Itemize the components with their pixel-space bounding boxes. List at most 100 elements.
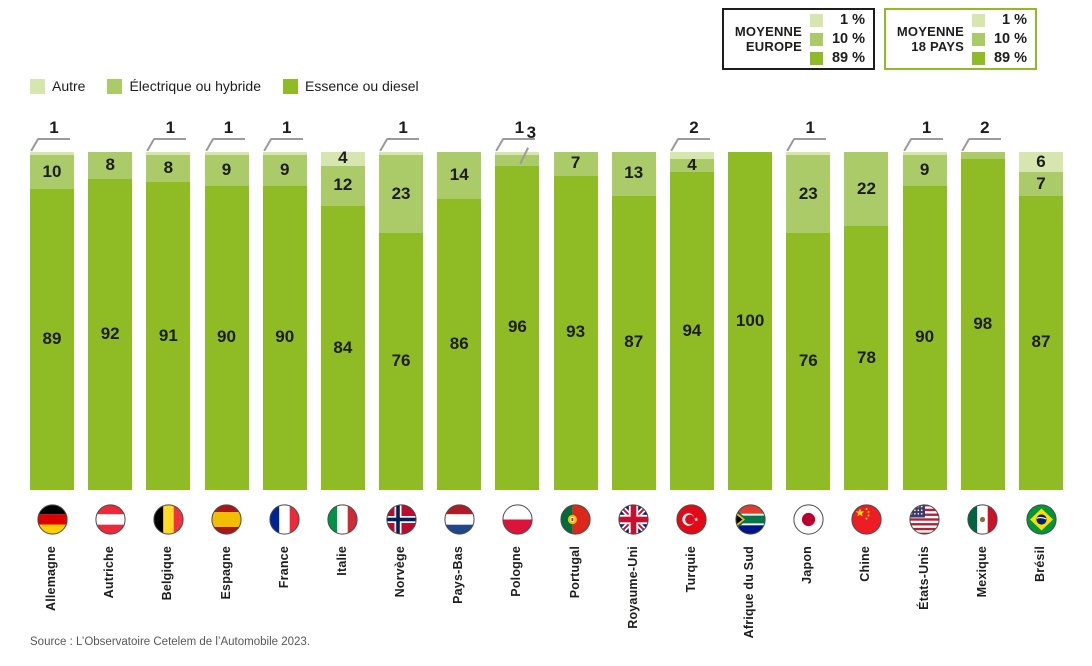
bars-area: 89 10 1 92 8 91 8 1 90 9 1 90 9 1 84 12 4 76 23 1 86 14 96 1 3 93… (30, 118, 1063, 490)
bar-value-label: 7 (1036, 173, 1046, 193)
bar-segment-autre (146, 152, 191, 156)
bar-segment-electrique (379, 155, 424, 234)
bar-bresil: 87 7 6 (1019, 152, 1063, 490)
bar-value-label: 90 (915, 327, 935, 347)
bar-segment-electrique (320, 165, 365, 207)
summary-box-title: MOYENNE 18 PAYS (896, 24, 964, 54)
bar-value-label: 86 (449, 334, 469, 354)
summary-row: 1 % (972, 12, 1027, 28)
summary-row: 89 % (810, 50, 865, 66)
bar-value-label: 8 (105, 155, 115, 175)
callout-line (503, 138, 536, 140)
summary-value: 89 % (993, 50, 1027, 66)
summary-value: 89 % (831, 50, 865, 66)
bar-segment-essence (437, 199, 482, 490)
bar-value-label: 89 (42, 329, 62, 349)
bar-segment-autre (902, 152, 947, 156)
bar-france: 90 9 1 (262, 118, 307, 490)
bar-value-label: 9 (279, 160, 290, 180)
bar-afrique-du-sud: 100 (728, 152, 773, 490)
bar-mexique: 98 2 (960, 118, 1005, 490)
bar-value-label: 87 (1031, 332, 1051, 352)
bar-segment-essence (146, 182, 191, 490)
bar-segment-essence (902, 185, 947, 490)
summary-value: 1 % (1002, 12, 1027, 28)
country-label: Royaume-Uni (625, 546, 640, 629)
callout-value-label: 1 (514, 118, 525, 137)
country-label: États-Unis (916, 546, 931, 610)
country-label: Pologne (509, 546, 524, 597)
bar-segment-essence (495, 165, 540, 490)
legend-swatch-icon (30, 78, 45, 94)
bar-autriche: 92 8 (88, 152, 133, 490)
bar-portugal: 93 7 (553, 152, 598, 490)
source-note: Source : L’Observatoire Cetelem de l’Aut… (30, 636, 310, 648)
bar-segment-essence (1019, 195, 1063, 490)
callout-line (677, 138, 710, 140)
bar-pologne: 96 1 3 (495, 118, 540, 490)
bar-segment-autre (1019, 152, 1063, 173)
country-label: Mexique (974, 546, 989, 598)
bar-etats-unis: 90 9 1 (902, 118, 947, 490)
bar-value-label: 100 (735, 310, 765, 330)
country-label: Italie (334, 546, 349, 576)
summary-box-rows: 1 % 10 % 89 % (810, 12, 865, 66)
flag-norvege-icon (385, 504, 417, 535)
callout-line (204, 138, 214, 152)
country-label: Allemagne (44, 546, 58, 612)
summary-row: 89 % (972, 50, 1027, 66)
callout-line (212, 138, 245, 140)
callout-line (794, 138, 827, 140)
flag-pays-bas-icon (444, 504, 475, 535)
callout-line (270, 138, 303, 140)
bar-segment-electrique (88, 152, 133, 180)
flag-royaume-uni-icon (618, 504, 649, 535)
callout-value-label: 1 (49, 118, 59, 137)
callout-line (30, 138, 39, 152)
bar-value-label: 10 (42, 161, 62, 181)
callout-value-label: 3 (526, 123, 537, 142)
bar-segment-essence (320, 206, 365, 490)
summary-swatch-icon (972, 32, 985, 46)
flag-chine-icon (851, 504, 882, 535)
callout-line (786, 138, 795, 152)
bar-value-label: 4 (687, 155, 697, 175)
bar-value-label: 98 (973, 313, 993, 333)
country-label: Brésil (1033, 546, 1047, 582)
country-label: Autriche (102, 546, 117, 599)
legend-label: Électrique ou hybride (129, 78, 261, 94)
summary-value: 10 % (831, 31, 865, 47)
bar-segment-electrique (495, 155, 540, 166)
callout-line (495, 138, 505, 152)
flag-etats-unis-icon (909, 504, 940, 535)
bar-segment-autre (379, 152, 424, 156)
bar-value-label: 93 (566, 322, 586, 342)
country-label: Espagne (218, 546, 233, 600)
bar-value-label: 7 (570, 153, 581, 173)
bar-segment-essence (553, 175, 598, 490)
bar-value-label: 23 (391, 183, 411, 203)
bar-segment-electrique (960, 152, 1005, 159)
country-label: Japon (800, 546, 815, 584)
bar-segment-electrique (669, 158, 714, 173)
bar-value-label: 8 (163, 158, 174, 178)
flag-france-icon (269, 504, 300, 535)
bar-value-label: 9 (919, 160, 930, 180)
summary-box-title: MOYENNE EUROPE (734, 24, 802, 54)
callout-value-label: 1 (281, 118, 292, 137)
legend-item: Électrique ou hybride (107, 78, 261, 94)
callout-line (670, 138, 679, 152)
chart-legend: Autre Électrique ou hybride Essence ou die… (30, 78, 419, 94)
bar-segment-autre (320, 152, 365, 166)
flag-autriche-icon (95, 504, 126, 535)
bar-value-label: 91 (158, 325, 178, 345)
legend-swatch-icon (107, 78, 123, 94)
bar-segment-essence (786, 233, 831, 490)
bar-norvege: 76 23 1 (379, 118, 424, 490)
bar-segment-essence (204, 185, 249, 490)
bar-value-label: 4 (338, 148, 348, 168)
bar-value-label: 96 (507, 317, 527, 337)
flag-italie-icon (327, 504, 358, 535)
bar-belgique: 91 8 1 (146, 118, 191, 490)
